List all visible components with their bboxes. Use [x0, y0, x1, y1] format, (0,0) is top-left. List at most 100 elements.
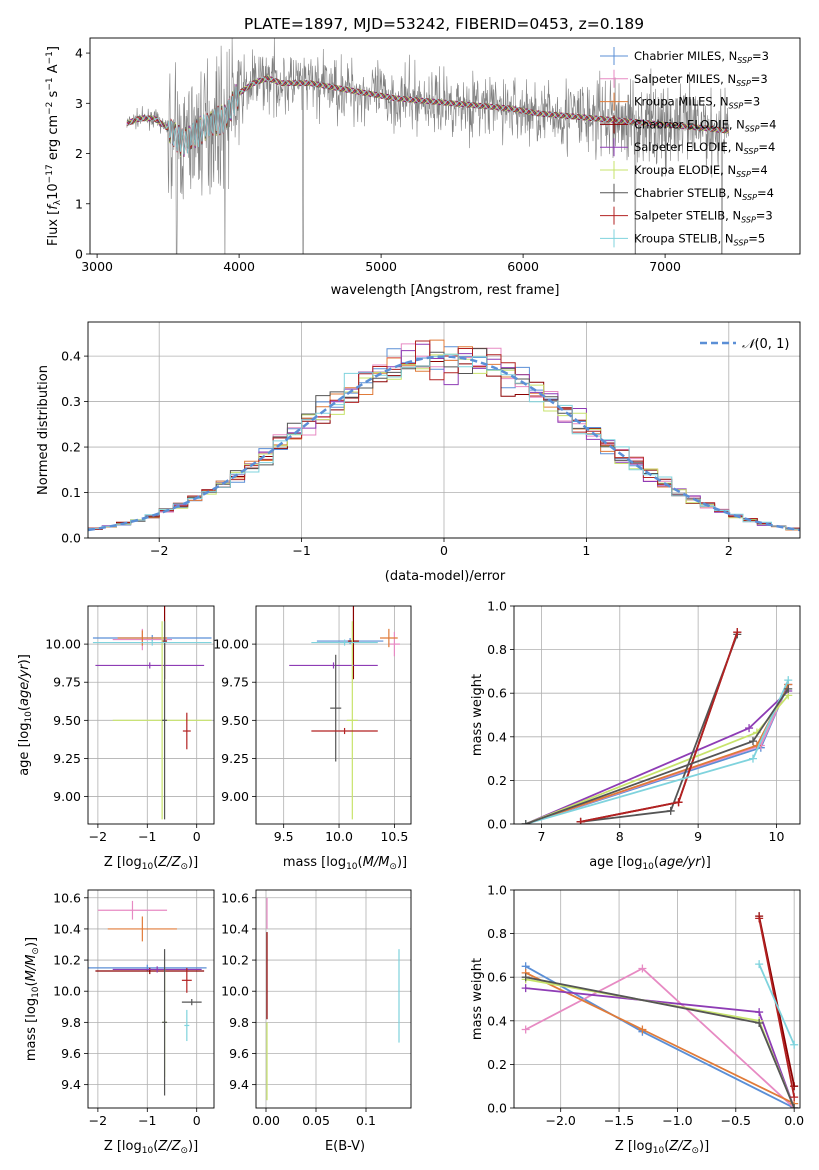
x-tick-label: 8	[616, 829, 624, 844]
y-tick-label: 9.6	[229, 1046, 249, 1061]
series-marker	[666, 806, 675, 815]
panel-residuals: −2 −1 0 1 2 0.0 0.1 0.2 0.3 0.4 𝒩(0, 1) (data-model…	[36, 321, 801, 584]
plot-area	[266, 897, 400, 1101]
x-axis-label: age [log10(age/yr)]	[589, 855, 711, 872]
y-tick-label: 10.4	[53, 921, 81, 936]
y-tick-label: 9.75	[53, 675, 81, 690]
y-tick-label: 0.4	[61, 349, 81, 364]
y-tick-label: 9.75	[221, 675, 249, 690]
series-line	[758, 963, 796, 1046]
y-tick-label: 10.4	[221, 921, 249, 936]
x-tick-label: −1	[138, 829, 156, 844]
y-tick-label: 9.4	[61, 1077, 81, 1092]
x-tick-label: 10	[769, 829, 785, 844]
y-tick-label: 0.4	[487, 1013, 507, 1028]
x-tick-label: 6000	[507, 259, 539, 274]
y-tick-label: 2	[75, 146, 83, 161]
legend-label: Salpeter MILES, NSSP=3	[634, 72, 768, 88]
series-marker	[521, 984, 530, 993]
x-axis-label: Z [log10(Z/Z⊙)]	[104, 855, 198, 872]
y-tick-label: 0.6	[487, 970, 507, 985]
y-tick-label: 10.6	[221, 890, 249, 905]
x-tick-label: 7000	[649, 259, 681, 274]
panel-massweight_vs_age: 7 8 9 10 0.0 0.2 0.4 0.6 0.8 1.0 age [log10(age/yr…	[470, 599, 801, 872]
panel-age_vs_Z: −2 −1 0 9.00 9.25 9.50 9.75 10.00 Z [log10(Z/Z⊙)…	[17, 605, 215, 872]
y-tick-label: 0.8	[487, 926, 507, 941]
axes-frame	[87, 321, 801, 539]
y-axis-label: Flux [fλ10−17 erg cm−2 s−1 A−1]	[45, 46, 63, 246]
x-tick-label: 0	[440, 543, 448, 558]
x-tick-label: 0.05	[302, 1113, 330, 1128]
y-tick-label: 0.2	[487, 773, 507, 788]
series-line	[525, 684, 790, 824]
legend-label: Chabrier ELODIE, NSSP=4	[634, 117, 776, 133]
y-tick-label: 9.25	[221, 751, 249, 766]
x-tick-label: −2	[150, 543, 168, 558]
y-tick-label: 10.6	[53, 890, 81, 905]
plot-area	[521, 912, 799, 1108]
x-axis-label: E(B-V)	[325, 1139, 365, 1154]
y-tick-label: 0.8	[487, 642, 507, 657]
y-tick-label: 10.0	[221, 984, 249, 999]
y-tick-label: 10.0	[53, 984, 81, 999]
series-marker	[755, 914, 764, 923]
normal-curve	[88, 355, 800, 532]
y-tick-label: 0.3	[61, 394, 81, 409]
axes-frame	[255, 889, 412, 1109]
series-line	[525, 690, 789, 824]
plot-area	[88, 900, 207, 1096]
x-tick-label: −2.0	[546, 1113, 576, 1128]
series-marker	[790, 1104, 799, 1108]
x-tick-label: 2	[725, 543, 733, 558]
x-tick-label: 4000	[223, 259, 255, 274]
axes-frame	[87, 889, 215, 1109]
x-tick-label: −1	[292, 543, 310, 558]
legend-label: Kroupa MILES, NSSP=3	[634, 95, 760, 111]
series-line	[525, 684, 790, 824]
legend-label: Chabrier STELIB, NSSP=4	[634, 186, 774, 202]
plot-area	[126, 38, 730, 254]
series-marker	[748, 737, 757, 746]
x-tick-label: 0.1	[356, 1113, 376, 1128]
y-tick-label: 9.50	[53, 713, 81, 728]
panel-mass_vs_ebv: 0.00 0.05 0.1 9.4 9.6 9.8 10.0 10.2 10.4 10.6 E(B-…	[221, 889, 412, 1154]
series-marker	[576, 817, 585, 824]
series-marker	[755, 1018, 764, 1027]
series-line	[525, 987, 796, 1108]
axes-frame	[87, 605, 215, 825]
series-line	[525, 684, 790, 824]
x-tick-label: 5000	[365, 259, 397, 274]
series-marker	[755, 1008, 764, 1017]
plot-area	[289, 606, 400, 820]
x-tick-label: −2	[89, 1113, 107, 1128]
series-marker	[755, 960, 764, 969]
x-tick-label: 7	[537, 829, 545, 844]
y-tick-label: 10.00	[45, 637, 81, 652]
series-marker	[784, 684, 793, 693]
y-tick-label: 0.4	[487, 729, 507, 744]
y-axis-label: age [log10(age/yr)]	[17, 654, 34, 776]
series-marker	[638, 964, 647, 973]
series-marker	[521, 1025, 530, 1034]
y-tick-label: 4	[75, 46, 83, 61]
y-tick-label: 10.2	[53, 953, 81, 968]
x-tick-label: 9.5	[274, 829, 294, 844]
x-tick-label: −1	[138, 1113, 156, 1128]
plot-area	[92, 606, 212, 820]
y-tick-label: 0.2	[61, 440, 81, 455]
y-tick-label: 9.00	[221, 789, 249, 804]
legend-label: Kroupa STELIB, NSSP=5	[634, 231, 765, 247]
series-marker	[784, 676, 793, 685]
y-tick-label: 3	[75, 96, 83, 111]
x-tick-label: −2	[89, 829, 107, 844]
axes-frame	[513, 889, 801, 1109]
series-marker	[638, 1025, 647, 1034]
series-marker	[674, 798, 683, 807]
series-marker	[790, 1040, 799, 1049]
x-axis-label: wavelength [Angstrom, rest frame]	[331, 283, 560, 298]
panel-spectrum: 3000 4000 5000 6000 7000 0 1 2 3 4 Chabrier MILES,…	[45, 37, 801, 298]
x-tick-label: 9	[694, 829, 702, 844]
y-axis-label: mass [log10(M/M⊙)]	[24, 937, 41, 1061]
axes-frame	[255, 605, 412, 825]
series-line	[758, 918, 796, 1098]
